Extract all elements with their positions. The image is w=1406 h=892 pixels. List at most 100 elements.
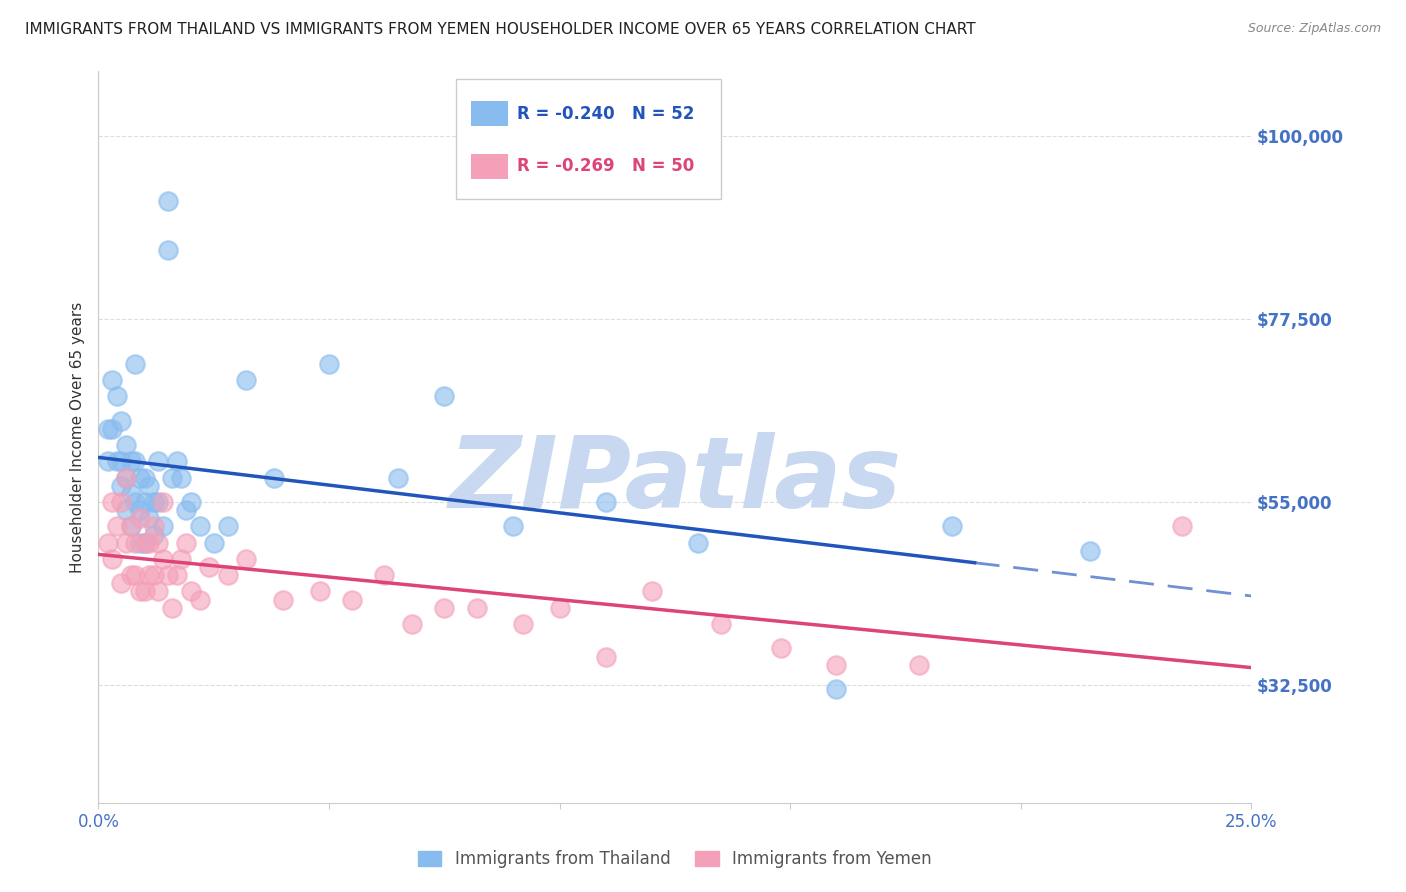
Point xyxy=(401,617,423,632)
Point xyxy=(908,657,931,672)
Point xyxy=(152,495,174,509)
Point xyxy=(115,503,138,517)
Text: R = -0.240: R = -0.240 xyxy=(517,104,614,123)
Point xyxy=(512,617,534,632)
Point xyxy=(148,454,170,468)
Point xyxy=(166,568,188,582)
Point xyxy=(120,487,142,501)
Point xyxy=(1078,544,1101,558)
Point xyxy=(170,471,193,485)
Point xyxy=(180,495,202,509)
Legend: Immigrants from Thailand, Immigrants from Yemen: Immigrants from Thailand, Immigrants fro… xyxy=(412,844,938,875)
Point xyxy=(271,592,294,607)
Point xyxy=(120,568,142,582)
Point xyxy=(202,535,225,549)
Point xyxy=(1171,519,1194,533)
Point xyxy=(166,454,188,468)
Point xyxy=(156,194,179,209)
Point xyxy=(387,471,409,485)
Point xyxy=(156,243,179,257)
Point xyxy=(124,568,146,582)
Point xyxy=(198,560,221,574)
Point xyxy=(373,568,395,582)
Point xyxy=(160,471,183,485)
Point xyxy=(235,373,257,387)
Point xyxy=(548,600,571,615)
Point xyxy=(142,519,165,533)
Point xyxy=(138,511,160,525)
Point xyxy=(142,527,165,541)
FancyBboxPatch shape xyxy=(471,154,508,179)
Point xyxy=(105,389,128,403)
Point xyxy=(138,479,160,493)
Point xyxy=(101,373,124,387)
Point xyxy=(138,568,160,582)
Point xyxy=(105,519,128,533)
Point xyxy=(686,535,709,549)
Point xyxy=(101,552,124,566)
Point xyxy=(115,471,138,485)
Point xyxy=(101,495,124,509)
Point xyxy=(180,584,202,599)
Point xyxy=(129,584,152,599)
Point xyxy=(134,584,156,599)
Point xyxy=(148,535,170,549)
Point xyxy=(263,471,285,485)
Point xyxy=(433,600,456,615)
Point xyxy=(156,568,179,582)
Point xyxy=(101,422,124,436)
Point xyxy=(129,511,152,525)
Point xyxy=(110,576,132,591)
Point xyxy=(188,592,211,607)
Point xyxy=(825,657,848,672)
Point xyxy=(308,584,330,599)
Point xyxy=(502,519,524,533)
Point xyxy=(124,357,146,371)
Point xyxy=(120,454,142,468)
Point xyxy=(97,454,120,468)
Point xyxy=(595,649,617,664)
Point xyxy=(142,495,165,509)
Point xyxy=(641,584,664,599)
Point xyxy=(941,519,963,533)
Point xyxy=(105,454,128,468)
Point xyxy=(152,519,174,533)
Text: N = 52: N = 52 xyxy=(633,104,695,123)
Point xyxy=(825,681,848,696)
Point xyxy=(110,479,132,493)
Point xyxy=(115,471,138,485)
Point xyxy=(318,357,340,371)
FancyBboxPatch shape xyxy=(471,102,508,127)
Point xyxy=(170,552,193,566)
Point xyxy=(129,503,152,517)
Point xyxy=(217,568,239,582)
Point xyxy=(142,568,165,582)
Point xyxy=(465,600,488,615)
Point xyxy=(174,503,197,517)
Point xyxy=(188,519,211,533)
Point xyxy=(129,471,152,485)
Point xyxy=(124,454,146,468)
Point xyxy=(115,438,138,452)
Point xyxy=(120,519,142,533)
Point xyxy=(134,471,156,485)
Point xyxy=(115,535,138,549)
Text: Source: ZipAtlas.com: Source: ZipAtlas.com xyxy=(1247,22,1381,36)
Point xyxy=(235,552,257,566)
FancyBboxPatch shape xyxy=(456,78,721,200)
Point xyxy=(134,535,156,549)
Point xyxy=(217,519,239,533)
Point xyxy=(134,495,156,509)
Point xyxy=(120,519,142,533)
Point xyxy=(148,495,170,509)
Point xyxy=(97,422,120,436)
Point xyxy=(160,600,183,615)
Point xyxy=(124,495,146,509)
Text: N = 50: N = 50 xyxy=(633,158,695,176)
Text: IMMIGRANTS FROM THAILAND VS IMMIGRANTS FROM YEMEN HOUSEHOLDER INCOME OVER 65 YEA: IMMIGRANTS FROM THAILAND VS IMMIGRANTS F… xyxy=(25,22,976,37)
Point xyxy=(110,414,132,428)
Point xyxy=(152,552,174,566)
Text: R = -0.269: R = -0.269 xyxy=(517,158,614,176)
Point xyxy=(595,495,617,509)
Point xyxy=(124,535,146,549)
